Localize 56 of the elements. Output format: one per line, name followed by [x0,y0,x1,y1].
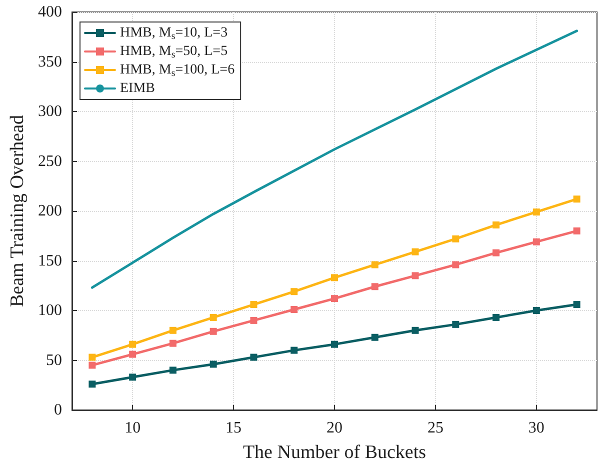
point [250,301,258,308]
point [452,235,460,242]
y-tick-label: 100 [38,302,62,319]
point [412,248,419,256]
point [412,272,419,280]
point [210,314,217,321]
point [573,196,580,203]
point [371,283,378,290]
y-tick-label: 200 [38,202,62,220]
y-tick-label: 50 [46,352,62,369]
y-tick-label: 400 [38,4,62,20]
point [532,208,540,216]
point [88,362,96,369]
x-tick-label: 15 [226,420,242,436]
point [331,274,338,282]
point [88,354,96,361]
x-tick-label: 30 [528,420,544,436]
y-tick-label: 250 [38,152,62,170]
point [452,261,460,268]
point [250,354,258,361]
point [371,334,378,341]
point [129,350,136,358]
point [532,307,540,314]
point [210,328,217,335]
y-tick-label: 300 [38,103,62,120]
point [169,326,176,334]
x-tick-label: 20 [326,420,342,436]
point [452,320,460,328]
point [129,374,136,381]
point [290,346,298,354]
point [331,295,338,302]
y-tick-label: 0 [54,402,62,418]
point [412,326,419,334]
point [250,316,258,324]
x-tick-label: 25 [427,420,444,436]
point [532,238,540,246]
y-tick-label: 150 [38,252,62,270]
point [492,314,500,321]
y-axis-title: Beam Training Overhead [7,114,28,308]
point [573,227,580,234]
point [129,340,136,348]
point [492,249,500,256]
point [169,340,176,347]
y-tick-label: 350 [38,53,62,70]
point [169,366,176,374]
point [371,261,378,268]
point [88,380,96,388]
point [290,306,298,314]
point [210,360,217,368]
point [290,288,298,296]
legend-label: EIMB [120,81,155,96]
x-axis-title: The Number of Buckets [242,442,426,463]
point [331,340,338,348]
point [573,301,580,308]
x-tick-label: 10 [124,420,141,436]
point [492,221,500,228]
